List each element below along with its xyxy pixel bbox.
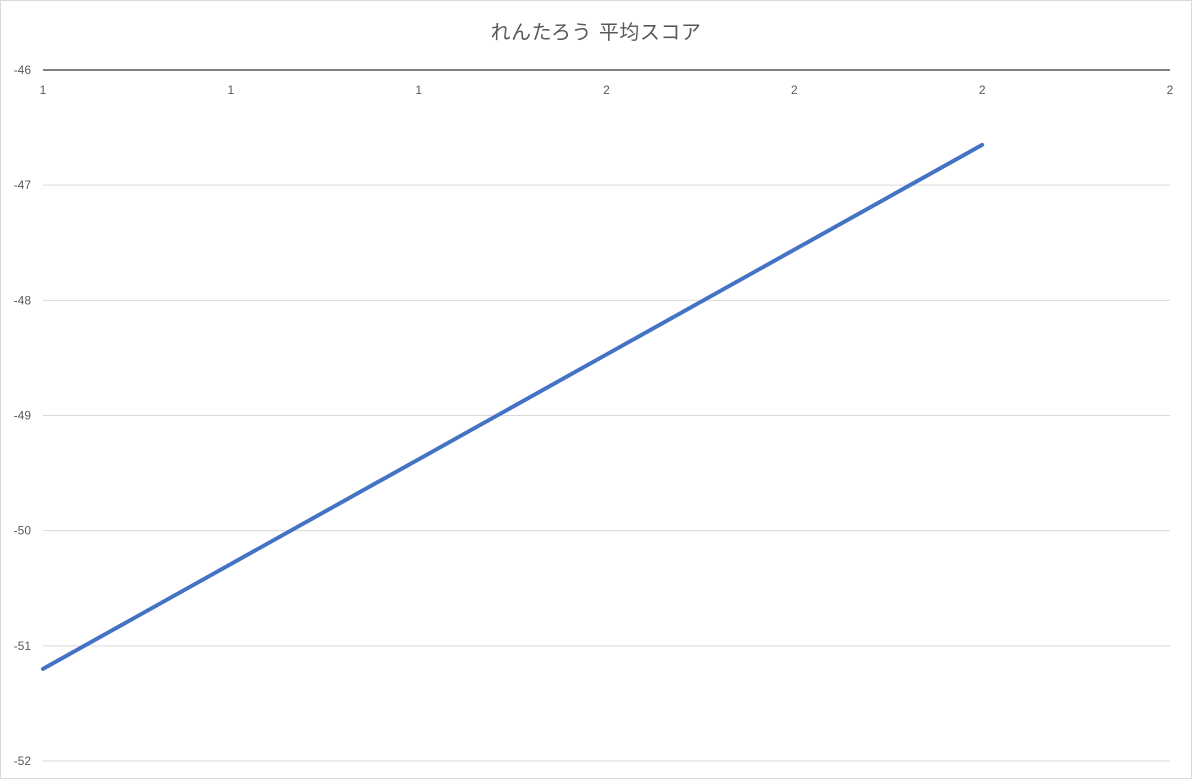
y-tick-label: -52 xyxy=(14,754,32,768)
y-tick-label: -50 xyxy=(14,524,32,538)
x-tick-label: 1 xyxy=(40,83,47,97)
y-tick-label: -51 xyxy=(14,639,32,653)
gridlines xyxy=(43,69,1170,762)
x-tick-label: 1 xyxy=(415,83,422,97)
x-tick-label: 2 xyxy=(979,83,986,97)
y-tick-label: -49 xyxy=(14,409,32,423)
x-tick-label: 2 xyxy=(791,83,798,97)
x-tick-label: 2 xyxy=(1167,83,1174,97)
x-tick-label: 2 xyxy=(603,83,610,97)
y-tick-label: -48 xyxy=(14,293,32,307)
series-line xyxy=(41,142,985,671)
x-axis-tick-labels: 1 1 1 2 2 2 2 xyxy=(40,83,1174,97)
y-axis-tick-labels: -46 -47 -48 -49 -50 -51 -52 xyxy=(14,63,32,768)
y-tick-label: -46 xyxy=(14,63,32,77)
series-layer xyxy=(41,142,985,671)
chart-title: れんたろう 平均スコア xyxy=(490,20,702,44)
y-tick-label: -47 xyxy=(14,178,32,192)
x-tick-label: 1 xyxy=(227,83,234,97)
